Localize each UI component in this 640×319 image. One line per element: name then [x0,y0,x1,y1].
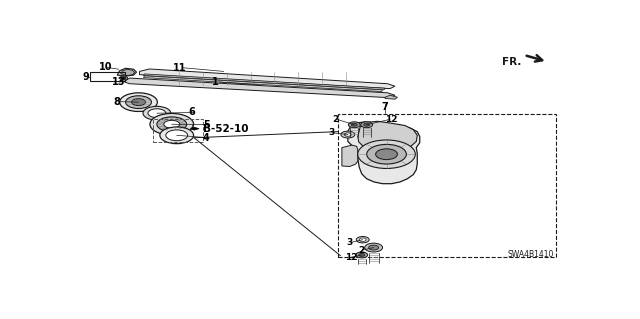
Circle shape [157,117,187,132]
Text: 9: 9 [83,71,89,82]
Text: 7: 7 [381,102,388,112]
Circle shape [125,96,152,108]
Circle shape [120,76,127,80]
Text: 12: 12 [346,253,358,262]
Circle shape [367,145,406,164]
Text: 13: 13 [112,78,125,87]
Polygon shape [191,127,199,130]
Circle shape [143,106,171,120]
Polygon shape [117,68,136,76]
Polygon shape [140,69,395,89]
Text: SWA4B1410: SWA4B1410 [508,250,554,259]
Circle shape [351,123,357,126]
Polygon shape [385,95,397,99]
Text: 2: 2 [358,246,364,255]
Text: 11: 11 [173,63,187,73]
Text: 12: 12 [385,115,397,124]
Bar [154,119,203,142]
Circle shape [164,120,180,128]
Text: 10: 10 [99,62,113,72]
Polygon shape [125,78,395,98]
Circle shape [359,254,365,256]
Circle shape [369,245,379,250]
Circle shape [166,130,188,141]
Circle shape [150,114,193,135]
Circle shape [122,77,125,79]
Circle shape [359,238,366,241]
Polygon shape [121,69,134,76]
Polygon shape [358,121,417,152]
Circle shape [344,133,351,136]
Circle shape [365,243,383,252]
Text: 5: 5 [203,120,210,130]
Circle shape [376,149,397,160]
Text: FR.: FR. [502,57,522,67]
Circle shape [361,122,372,128]
Circle shape [364,123,370,126]
Text: 2: 2 [332,115,338,124]
Text: 3: 3 [328,128,334,137]
Circle shape [358,140,415,168]
Text: 8: 8 [114,97,120,107]
Text: 3: 3 [347,238,353,247]
Circle shape [341,131,355,138]
Polygon shape [342,145,358,167]
Bar [338,115,556,257]
Circle shape [160,127,193,144]
Polygon shape [143,74,385,90]
Polygon shape [348,122,420,184]
Text: 6: 6 [188,108,195,117]
Polygon shape [143,76,383,92]
Circle shape [148,109,166,118]
Text: 1: 1 [211,77,218,87]
Circle shape [356,236,369,243]
Circle shape [132,99,145,106]
Circle shape [348,122,360,128]
Text: 4: 4 [203,133,210,143]
Circle shape [120,93,157,111]
Text: B-52-10: B-52-10 [203,124,248,134]
Circle shape [356,252,367,258]
